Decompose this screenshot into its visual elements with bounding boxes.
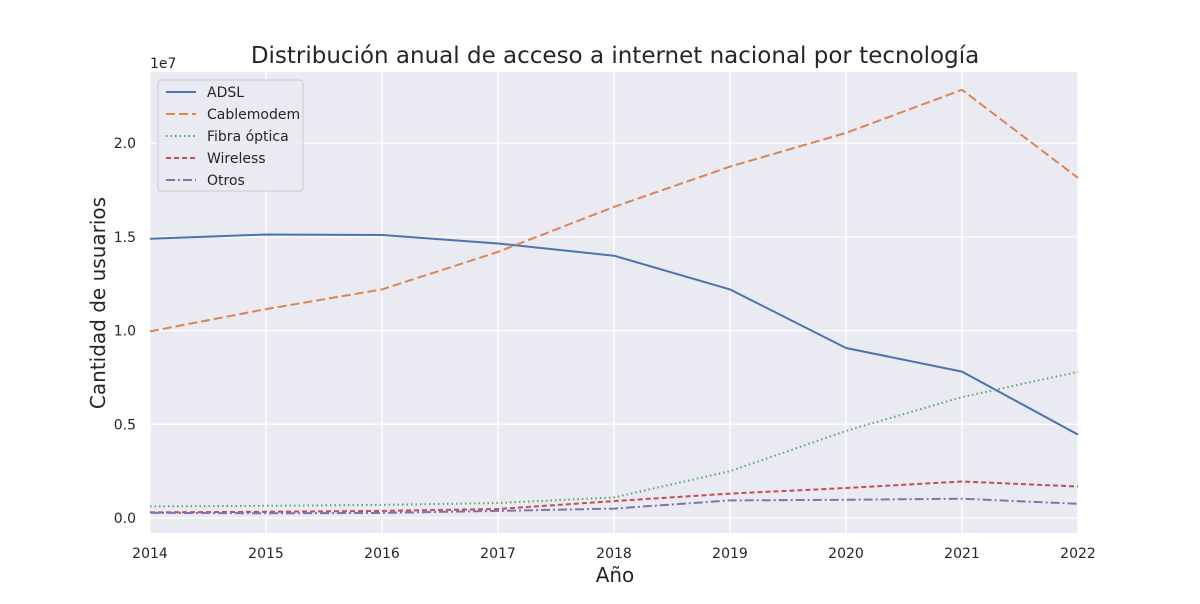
legend-label: ADSL [207, 85, 244, 101]
series-line-wireless [149, 480, 1079, 514]
y-axis-title: Cantidad de usuarios [86, 197, 110, 409]
x-tick-label: 2016 [364, 546, 400, 562]
x-tick-label: 2019 [712, 546, 748, 562]
x-tick-label: 2017 [480, 546, 516, 562]
x-axis-title: Año [596, 563, 635, 587]
series-line-otros [149, 497, 1079, 515]
legend-label: Fibra óptica [207, 129, 289, 145]
y-tick-label: 0.5 [114, 417, 136, 433]
x-tick-label: 2015 [248, 546, 284, 562]
legend-box [157, 79, 304, 192]
y-tick-label: 1.5 [114, 230, 136, 246]
legend-label: Cablemodem [207, 107, 300, 123]
y-tick-label: 2.0 [114, 136, 136, 152]
x-axis-ticks: 2014 2015 2016 2017 2018 2019 2020 2021 2022 [132, 546, 1096, 562]
x-tick-label: 2020 [828, 546, 864, 562]
x-tick-label: 2018 [596, 546, 632, 562]
y-tick-label: 0.0 [114, 511, 136, 527]
series-line-cablemodem [149, 88, 1079, 333]
series-line-adsl [149, 233, 1079, 436]
series-line-fibra-optica [149, 370, 1079, 508]
series-lines [149, 88, 1079, 515]
legend-items: ADSL Cablemodem Fibra óptica Wireless Otros [166, 85, 300, 189]
legend-label: Otros [207, 173, 245, 189]
y-tick-label: 1.0 [114, 324, 136, 340]
x-tick-label: 2021 [944, 546, 980, 562]
gridlines [149, 72, 1079, 533]
x-tick-label: 2022 [1060, 546, 1096, 562]
x-tick-label: 2014 [132, 546, 168, 562]
legend: ADSL Cablemodem Fibra óptica Wireless Otros [157, 79, 304, 192]
chart-title: Distribución anual de acceso a internet … [251, 43, 979, 69]
legend-label: Wireless [207, 151, 266, 167]
y-axis-multiplier: 1e7 [150, 56, 176, 72]
y-axis-ticks: 0.0 0.5 1.0 1.5 2.0 [114, 136, 136, 527]
